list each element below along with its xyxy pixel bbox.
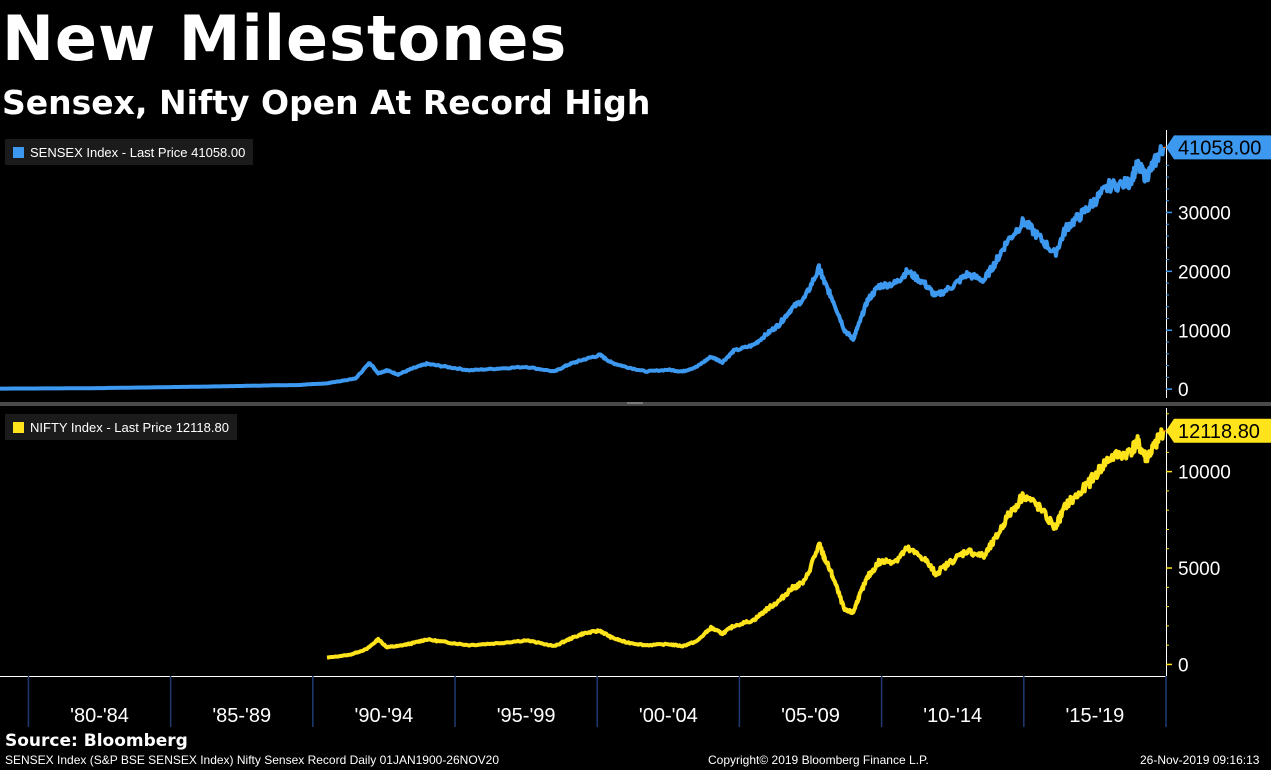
x-axis: '80-'84 '85-'89 '90-'94 '95-'99 '00-'04 '05-'… xyxy=(0,676,1167,727)
x-tick-label: '15-'19 xyxy=(1066,705,1125,727)
nifty-last-price-tag xyxy=(1166,418,1271,443)
nifty-series-line xyxy=(326,427,1166,660)
nifty-legend: NIFTY Index - Last Price 12118.80 xyxy=(5,414,237,440)
x-tick-label: '80-'84 xyxy=(70,705,129,727)
nifty-legend-label: NIFTY Index - Last Price 12118.80 xyxy=(30,419,229,435)
sensex-y-tick-label: 10000 xyxy=(1178,321,1231,342)
sensex-last-price-tag xyxy=(1166,135,1271,160)
sensex-last-price-value: 41058.00 xyxy=(1178,137,1261,159)
x-tick-label: '85-'89 xyxy=(212,705,271,727)
sensex-series-line xyxy=(0,144,1166,391)
sensex-legend-swatch xyxy=(13,146,24,158)
footer-copyright: Copyright© 2019 Bloomberg Finance L.P. xyxy=(708,753,929,767)
x-tick-label: '05-'09 xyxy=(781,705,840,727)
chart-subtitle: Sensex, Nifty Open At Record High xyxy=(2,83,651,122)
sensex-legend-label: SENSEX Index - Last Price 41058.00 xyxy=(30,144,246,160)
nifty-panel: 0 5000 10000 12118.80 xyxy=(326,408,1271,676)
chart-title: New Milestones xyxy=(2,2,568,75)
source-note: Source: Bloomberg xyxy=(5,731,188,751)
sensex-y-tick-label: 20000 xyxy=(1178,262,1231,283)
nifty-last-price-value: 12118.80 xyxy=(1178,421,1260,443)
x-tick-label: '00-'04 xyxy=(639,705,698,727)
nifty-y-tick-label: 10000 xyxy=(1178,463,1231,484)
sensex-y-tick-label: 30000 xyxy=(1178,203,1231,224)
sensex-panel: 0 10000 20000 30000 41058.00 xyxy=(0,130,1271,401)
panel-separator-grip xyxy=(627,402,643,404)
x-tick-label: '90-'94 xyxy=(355,705,414,727)
footer-timestamp: 26-Nov-2019 09:16:13 xyxy=(1140,753,1260,767)
x-tick-label: '95-'99 xyxy=(497,705,556,727)
footer-series-info: SENSEX Index (S&P BSE SENSEX Index) Nift… xyxy=(5,753,500,767)
x-tick-label: '10-'14 xyxy=(923,705,982,727)
nifty-legend-swatch xyxy=(13,421,24,433)
nifty-y-tick-label: 0 xyxy=(1178,655,1189,676)
sensex-y-tick-label: 0 xyxy=(1178,380,1189,401)
sensex-legend: SENSEX Index - Last Price 41058.00 xyxy=(5,139,254,165)
nifty-y-tick-label: 5000 xyxy=(1178,559,1220,580)
